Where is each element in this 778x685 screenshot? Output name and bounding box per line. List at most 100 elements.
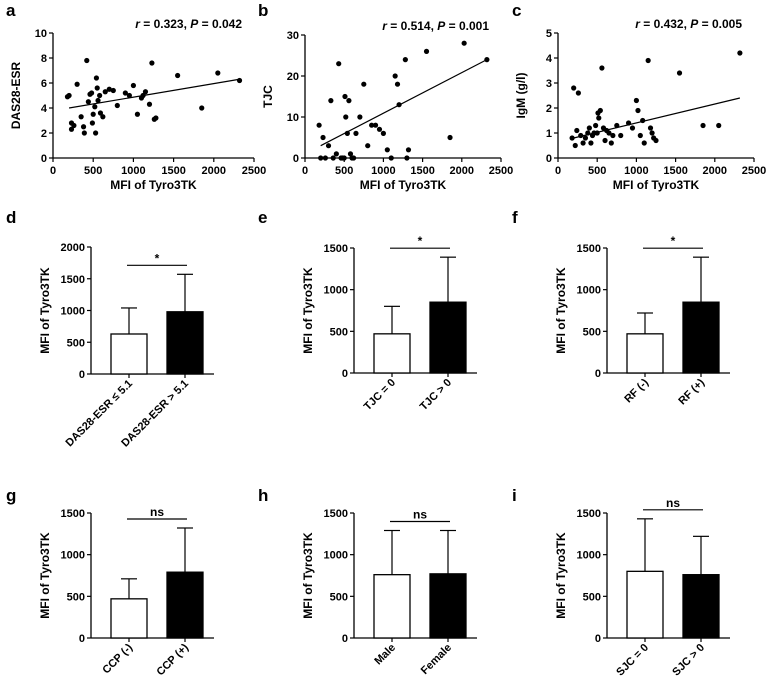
data-point — [236, 77, 243, 84]
data-point — [328, 98, 334, 104]
data-point — [94, 85, 100, 91]
x-tick-label: 2500 — [742, 165, 766, 177]
x-tick-label: 1500 — [663, 165, 687, 177]
y-tick-label: 2000 — [61, 242, 85, 254]
y-axis-label: MFI of Tyro3TK — [554, 532, 568, 619]
data-point — [716, 122, 722, 129]
x-tick-label: 2500 — [489, 165, 513, 177]
data-point — [153, 115, 159, 121]
data-point — [572, 142, 578, 149]
data-point — [599, 65, 605, 71]
data-point — [175, 72, 181, 79]
data-point — [369, 122, 375, 128]
data-point — [580, 140, 586, 146]
x-tick-label: 1000 — [624, 165, 648, 177]
data-point — [322, 155, 328, 161]
y-tick-label: 1500 — [324, 243, 348, 255]
data-point — [423, 48, 430, 55]
panel-label-d: d — [6, 208, 16, 227]
significance-label: ns — [413, 508, 427, 522]
y-tick-label: 1500 — [577, 243, 601, 255]
bar — [110, 333, 148, 375]
bar — [682, 301, 720, 374]
regression-line — [68, 78, 240, 109]
data-point — [700, 122, 706, 129]
data-point — [402, 57, 408, 63]
y-tick-label: 1500 — [61, 508, 85, 520]
data-point — [647, 125, 654, 131]
data-point — [92, 104, 98, 110]
data-point — [618, 132, 624, 139]
data-point — [571, 85, 577, 91]
data-point — [394, 81, 401, 87]
category-label: Male — [372, 642, 398, 668]
significance-label: ns — [666, 496, 680, 510]
x-axis-label: MFI of Tyro3TK — [360, 178, 447, 192]
category-label: TJC = 0 — [362, 377, 398, 413]
category-label: RF (-) — [622, 376, 651, 405]
bar — [373, 574, 411, 639]
data-point — [149, 60, 155, 66]
annotation-part: = 0.514, — [387, 19, 437, 33]
correlation-annotation: r = 0.323, P = 0.042 — [135, 17, 242, 31]
x-tick-label: 500 — [335, 165, 353, 177]
data-point — [633, 97, 640, 104]
y-tick-label: 1500 — [61, 274, 85, 286]
x-tick-label: 0 — [302, 165, 308, 177]
annotation-part: r — [635, 17, 641, 31]
data-point — [333, 151, 339, 157]
regression-line — [320, 59, 488, 147]
data-point — [588, 140, 594, 146]
panel-label-e: e — [258, 208, 267, 227]
data-point — [372, 122, 379, 128]
data-point — [93, 75, 100, 81]
annotation-part: = 0.323, — [140, 17, 190, 31]
regression-line — [573, 97, 741, 139]
data-point — [341, 155, 347, 161]
panel-f: 0 500 1000 1500 MFI of Tyro3TK RF (-) RF (+) * — [554, 234, 730, 407]
category-label: CCP (+) — [154, 641, 191, 678]
panel-h: 0 500 1000 1500 MFI of Tyro3TK Male Female ns — [301, 508, 477, 677]
data-point — [342, 93, 348, 100]
data-point — [80, 124, 87, 130]
data-point — [74, 81, 80, 87]
x-tick-label: 1000 — [121, 165, 145, 177]
data-point — [351, 155, 357, 161]
x-axis-label: MFI of Tyro3TK — [613, 178, 700, 192]
panel-c: 0 1 2 3 4 5 0 500 1000 1500 2000 2500 MFI of Tyro3TK… — [514, 17, 766, 192]
data-point — [114, 102, 120, 109]
annotation-part: P — [190, 17, 199, 31]
x-tick-label: 2500 — [242, 165, 266, 177]
data-point — [89, 120, 95, 126]
y-tick-label: 0 — [342, 633, 348, 645]
y-tick-label: 0 — [41, 153, 47, 165]
data-point — [376, 126, 383, 132]
panel-label-a: a — [6, 1, 16, 20]
data-point — [649, 130, 655, 136]
y-tick-label: 0 — [595, 633, 601, 645]
annotation-part: P — [437, 19, 446, 33]
y-tick-label: 2 — [546, 103, 552, 115]
y-tick-label: 1000 — [577, 285, 601, 297]
data-point — [357, 114, 363, 120]
data-point — [405, 147, 412, 153]
data-point — [388, 155, 394, 161]
x-tick-label: 500 — [588, 165, 606, 177]
data-point — [330, 155, 336, 161]
annotation-part: P — [690, 17, 699, 31]
panel-label-h: h — [258, 486, 268, 505]
data-point — [392, 73, 398, 79]
data-point — [85, 99, 91, 105]
data-point — [325, 143, 332, 149]
data-point — [610, 132, 616, 139]
panel-e: 0 500 1000 1500 MFI of Tyro3TK TJC = 0 TJC > 0… — [301, 234, 477, 413]
y-axis-label: DAS28-ESR — [9, 61, 23, 129]
data-point — [122, 90, 128, 96]
panel-label-f: f — [512, 208, 518, 227]
panel-a: 0 2 4 6 8 10 0 500 1000 1500 2000 2500 MFI of Tyro3T… — [9, 17, 266, 192]
category-label: Female — [419, 642, 454, 677]
y-tick-label: 0 — [595, 368, 601, 380]
y-axis-label: IgM (g/l) — [514, 73, 528, 119]
data-point — [90, 111, 96, 117]
